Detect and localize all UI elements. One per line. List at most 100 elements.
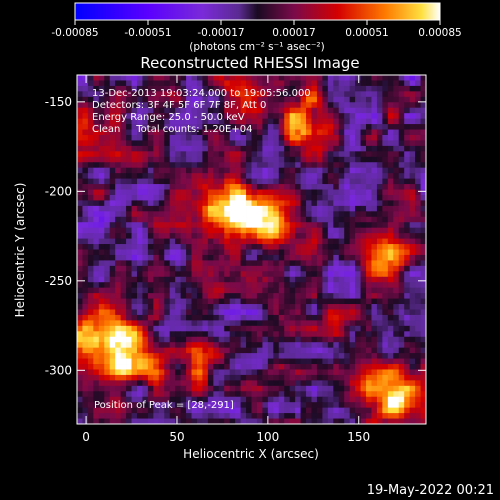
heatmap-cell [267, 233, 274, 239]
heatmap-cell [235, 331, 241, 338]
heatmap-cell [109, 282, 116, 289]
heatmap-cell [393, 309, 400, 316]
heatmap-cell [360, 402, 367, 409]
heatmap-cell [164, 80, 171, 87]
heatmap-cell [77, 309, 83, 316]
heatmap-cell [366, 96, 372, 103]
heatmap-cell [202, 385, 209, 392]
heatmap-cell [213, 287, 220, 294]
heatmap-cell [77, 314, 83, 321]
heatmap-cell [251, 249, 258, 256]
heatmap-cell [398, 260, 405, 267]
heatmap-cell [207, 216, 214, 223]
heatmap-cell [147, 369, 154, 376]
heatmap-cell [218, 402, 225, 409]
heatmap-cell [77, 85, 83, 92]
heatmap-cell [218, 265, 225, 272]
heatmap-cell [409, 145, 416, 152]
heatmap-cell [202, 178, 209, 185]
heatmap-cell [120, 358, 127, 365]
heatmap-cell [191, 304, 198, 310]
heatmap-cell [251, 75, 258, 81]
heatmap-cell [371, 293, 378, 299]
heatmap-cell [131, 374, 138, 381]
heatmap-cell [338, 276, 345, 283]
heatmap-cell [115, 216, 122, 223]
heatmap-cell [404, 211, 411, 218]
heatmap-cell [387, 173, 394, 180]
heatmap-cell [153, 265, 160, 272]
heatmap-cell [82, 134, 89, 141]
heatmap-cell [120, 298, 127, 305]
heatmap-cell [382, 364, 389, 370]
heatmap-cell [147, 145, 154, 152]
heatmap-cell [267, 358, 274, 365]
heatmap-cell [273, 216, 280, 223]
heatmap-cell [409, 85, 416, 92]
heatmap-cell [147, 293, 154, 299]
heatmap-cell [262, 162, 269, 169]
heatmap-cell [371, 107, 378, 114]
heatmap-cell [180, 244, 187, 250]
heatmap-cell [420, 80, 426, 87]
heatmap-cell [240, 156, 247, 163]
heatmap-cell [344, 140, 351, 147]
heatmap-cell [366, 227, 372, 234]
heatmap-cell [360, 233, 367, 239]
heatmap-cell [355, 244, 361, 250]
heatmap-cell [229, 353, 236, 359]
heatmap-cell [98, 156, 105, 163]
heatmap-cell [344, 184, 351, 190]
heatmap-cell [240, 205, 247, 212]
heatmap-cell [256, 282, 263, 289]
heatmap-cell [267, 211, 274, 218]
heatmap-cell [349, 211, 356, 218]
heatmap-cell [235, 200, 241, 207]
heatmap-cell [284, 260, 291, 267]
heatmap-cell [262, 320, 269, 327]
heatmap-cell [300, 254, 307, 261]
heatmap-cell [256, 129, 263, 136]
heatmap-cell [142, 167, 149, 174]
heatmap-cell [262, 293, 269, 299]
heatmap-cell [158, 244, 165, 250]
heatmap-cell [235, 271, 241, 278]
heatmap-cell [393, 178, 400, 185]
heatmap-cell [136, 184, 143, 190]
heatmap-cell [409, 96, 416, 103]
heatmap-cell [344, 265, 351, 272]
heatmap-cell [327, 216, 334, 223]
heatmap-cell [109, 151, 116, 158]
heatmap-cell [213, 178, 220, 185]
heatmap-cell [218, 369, 225, 376]
heatmap-cell [169, 145, 176, 152]
heatmap-cell [284, 189, 291, 196]
heatmap-cell [311, 407, 318, 414]
heatmap-cell [164, 222, 171, 229]
heatmap-cell [104, 244, 111, 250]
heatmap-cell [360, 271, 367, 278]
heatmap-cell [169, 276, 176, 283]
heatmap-cell [333, 254, 340, 261]
heatmap-cell [415, 260, 421, 267]
heatmap-cell [409, 75, 416, 81]
heatmap-cell [98, 271, 105, 278]
heatmap-cell [404, 342, 411, 349]
heatmap-cell [246, 227, 252, 234]
heatmap-cell [295, 140, 301, 147]
heatmap-cell [202, 347, 209, 354]
heatmap-cell [240, 178, 247, 185]
heatmap-cell [376, 216, 383, 223]
heatmap-cell [153, 254, 160, 261]
heatmap-cell [420, 353, 426, 359]
heatmap-cell [158, 184, 165, 190]
heatmap-cell [256, 145, 263, 152]
heatmap-cell [180, 369, 187, 376]
heatmap-cell [273, 227, 280, 234]
heatmap-cell [322, 364, 329, 370]
heatmap-cell [235, 184, 241, 190]
heatmap-cell [355, 156, 361, 163]
heatmap-cell [180, 413, 187, 419]
heatmap-cell [224, 364, 231, 370]
heatmap-cell [120, 96, 127, 103]
